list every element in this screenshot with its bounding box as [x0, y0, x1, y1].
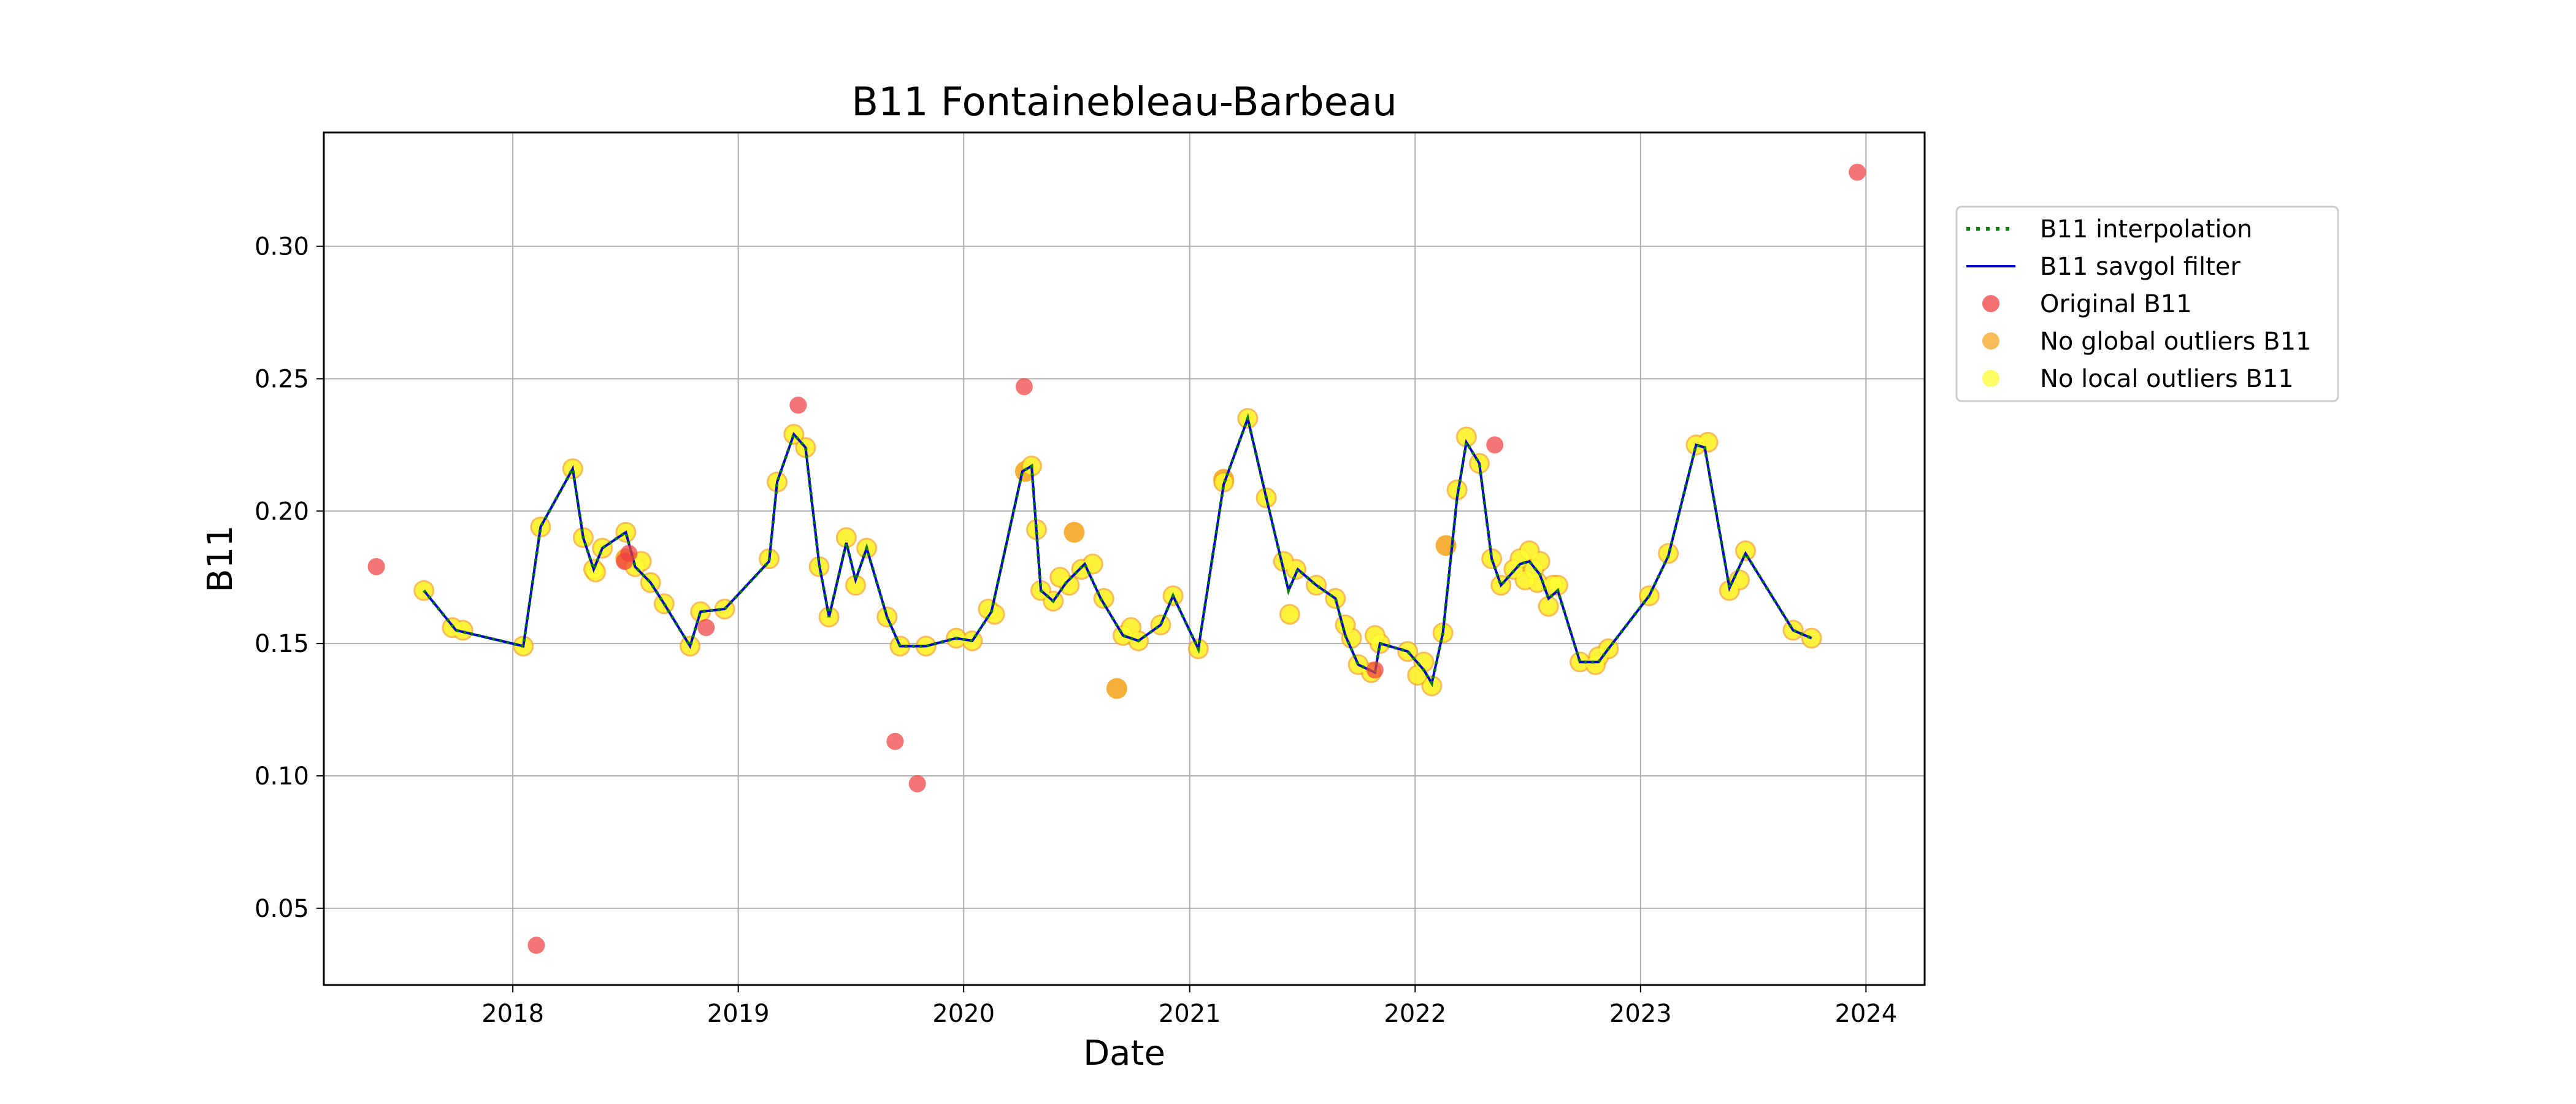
local-filtered-point-68: [1448, 481, 1466, 499]
local-filtered-point-24: [837, 529, 855, 546]
original-point-0: [367, 558, 385, 575]
y-tick-label: 0.20: [255, 497, 309, 526]
local-filtered-point-79: [1531, 553, 1549, 570]
original-point-8: [1015, 378, 1033, 396]
series-layer: [367, 163, 1866, 954]
y-tick-label: 0.30: [255, 233, 309, 261]
legend-swatch-dot-4: [1982, 370, 1999, 387]
y-tick-label: 0.05: [255, 895, 309, 923]
x-tick-label: 2022: [1384, 1000, 1446, 1028]
local-filtered-point-69: [1457, 428, 1475, 446]
global-outlier-point-2: [1064, 521, 1085, 543]
x-tick-label: 2024: [1834, 1000, 1897, 1028]
legend-frame: [1955, 205, 2339, 402]
legend-swatch-dot-2: [1982, 295, 1999, 312]
local-filtered-point-90: [1699, 434, 1717, 451]
legend-label-0: B11 interpolation: [2040, 215, 2252, 243]
y-tick-label: 0.10: [255, 762, 309, 791]
y-axis: 0.05 0.10 0.15 0.20 0.25 0.30: [255, 233, 324, 923]
local-filtered-point-95: [1803, 629, 1820, 647]
local-filtered-point-64: [1409, 666, 1427, 684]
x-tick-label: 2018: [481, 1000, 544, 1028]
local-filtered-point-93: [1736, 542, 1754, 560]
global-outlier-point-3: [1106, 678, 1127, 699]
x-tick-label: 2020: [932, 1000, 995, 1028]
y-tick-label: 0.15: [255, 630, 309, 658]
local-filtered-point-2: [454, 621, 472, 639]
x-tick-label: 2019: [707, 1000, 770, 1028]
local-filtered-point-25: [846, 577, 864, 594]
original-point-3: [620, 545, 638, 562]
original-point-10: [1486, 436, 1504, 454]
local-filtered-point-44: [1122, 619, 1140, 637]
local-filtered-point-82: [1549, 577, 1566, 594]
original-point-11: [1849, 163, 1866, 181]
local-filtered-point-8: [587, 563, 605, 581]
legend-label-1: B11 savgol filter: [2040, 253, 2241, 281]
x-tick-label: 2021: [1159, 1000, 1221, 1028]
original-point-7: [908, 775, 926, 792]
legend: B11 interpolation B11 savgol filter Origin…: [1955, 205, 2339, 402]
legend-swatch-dot-3: [1982, 332, 1999, 350]
original-point-1: [527, 937, 545, 954]
savgol-filter-line: [423, 414, 1812, 687]
original-point-6: [886, 732, 904, 750]
x-axis-label: Date: [1083, 1033, 1165, 1073]
legend-label-2: Original B11: [2040, 290, 2192, 318]
chart-title: B11 Fontainebleau-Barbeau: [851, 80, 1397, 125]
local-filtered-point-80: [1539, 597, 1557, 615]
original-point-5: [789, 396, 807, 414]
local-filtered-point-54: [1287, 561, 1305, 578]
local-filtered-point-12: [632, 553, 650, 570]
plot-area-frame: [323, 131, 1926, 986]
local-filtered-point-53: [1281, 605, 1298, 623]
y-axis-label: B11: [201, 525, 240, 592]
local-filtered-point-76: [1520, 542, 1538, 560]
original-point-4: [697, 619, 715, 637]
local-filtered-point-39: [1060, 577, 1078, 594]
y-tick-label: 0.25: [255, 365, 309, 393]
legend-label-3: No global outliers B11: [2040, 328, 2312, 356]
legend-label-4: No local outliers B11: [2040, 365, 2294, 393]
x-tick-label: 2023: [1609, 1000, 1672, 1028]
original-point-9: [1366, 661, 1384, 679]
x-axis: 2018 2019 2020 2021 2022 2023 2024: [481, 985, 1897, 1028]
local-filtered-point-41: [1084, 555, 1102, 573]
